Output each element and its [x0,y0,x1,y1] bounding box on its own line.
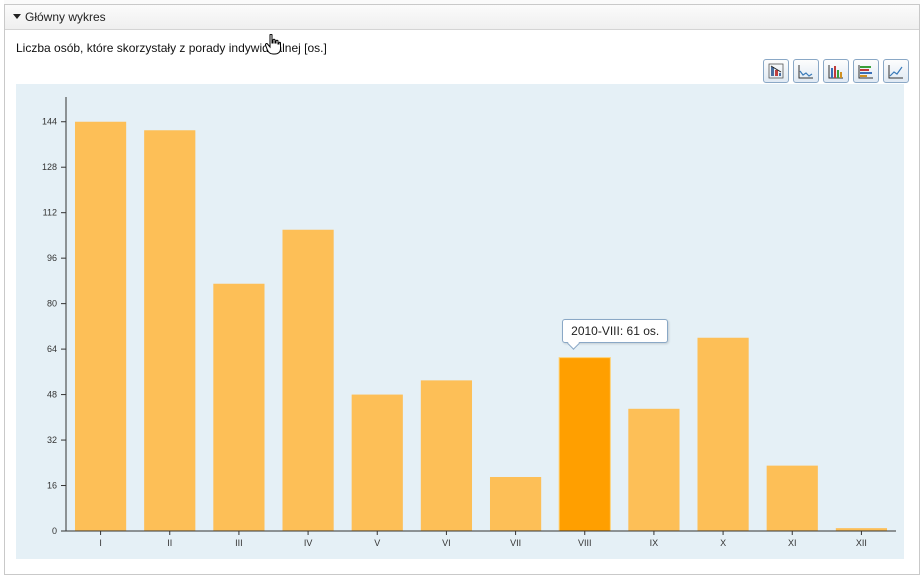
y-tick-label: 64 [47,344,57,354]
x-tick-label: I [99,538,102,548]
y-tick-label: 96 [47,253,57,263]
bar-XII[interactable] [835,528,888,531]
area-chart-icon [798,65,813,79]
bar-I[interactable] [74,121,127,531]
area-chart-button[interactable] [793,59,819,83]
bar-VI[interactable] [420,380,473,531]
bar-chart-button[interactable] [823,59,849,83]
hand-cursor-icon [265,34,281,55]
y-tick-label: 80 [47,299,57,309]
panel-header-label: Główny wykres [25,10,106,24]
bar-tooltip: 2010-VIII: 61 os. [562,318,669,343]
stacked-bar-icon [858,65,873,79]
bar-II[interactable] [144,130,196,531]
x-tick-label: III [235,538,243,548]
x-tick-label: XI [788,538,797,548]
x-tick-label: IV [304,538,313,548]
x-tick-label: X [720,538,726,548]
chart-type-toolbar [763,59,909,83]
bar-XI[interactable] [766,465,818,531]
bar-sort-icon [768,63,784,79]
bar-VIII[interactable] [558,357,611,532]
x-tick-label: IX [650,538,659,548]
x-tick-label: II [167,538,172,548]
chart-subtitle: Liczba osób, które skorzystały z porady … [16,41,327,55]
bar-VII[interactable] [489,477,542,531]
x-tick-label: VIII [578,538,592,548]
bar-IX[interactable] [628,408,680,531]
y-tick-label: 144 [42,117,57,127]
y-tick-label: 0 [52,526,57,536]
x-tick-label: V [374,538,380,548]
main-chart-panel: Główny wykres Liczba osób, które skorzys… [4,4,920,575]
x-tick-label: XII [856,538,867,548]
stacked-bar-button[interactable] [853,59,879,83]
line-chart-icon [888,65,903,79]
bar-X[interactable] [697,337,749,531]
y-tick-label: 16 [47,481,57,491]
sort-bars-button[interactable] [763,59,789,83]
bar-chart-icon [828,65,843,79]
x-tick-label: VII [510,538,521,548]
bar-V[interactable] [351,394,403,531]
y-tick-label: 48 [47,390,57,400]
chart-plot-area: 0 16 32 48 64 80 96 112 128 144 I II III IV V VI VII VIII… [16,84,904,559]
y-tick-label: 112 [43,208,57,218]
x-tick-label: VI [442,538,451,548]
collapse-arrow-icon[interactable] [13,14,21,20]
bar-IV[interactable] [282,229,334,531]
bar-III[interactable] [213,283,265,531]
panel-header-toggle[interactable]: Główny wykres [5,5,919,30]
line-chart-button[interactable] [883,59,909,83]
y-tick-label: 32 [47,435,57,445]
y-tick-label: 128 [42,162,57,172]
